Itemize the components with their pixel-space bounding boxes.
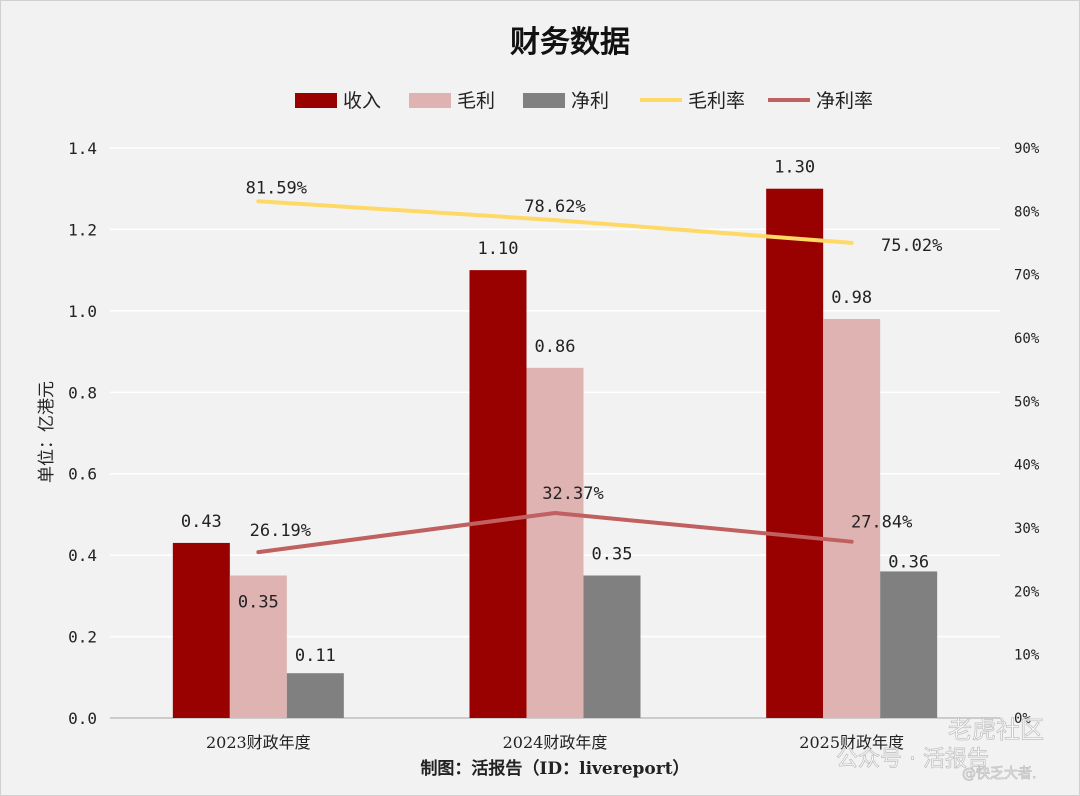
- bar-净利: [286, 673, 344, 718]
- legend: 收入 毛利 净利 毛利率 净利率: [295, 90, 873, 112]
- bar-毛利: [526, 367, 584, 718]
- watermark-line2: 公众号 · 活报告: [836, 747, 989, 772]
- legend-item: 毛利率: [640, 90, 745, 112]
- line-data-label: 81.59%: [246, 178, 307, 198]
- watermark: 老虎社区 公众号 · 活报告 @快乏大者.: [836, 716, 1045, 783]
- y-tick-label: 0.2: [68, 628, 97, 647]
- y2-tick-label: 10%: [1014, 648, 1040, 664]
- legend-label: 毛利: [457, 90, 495, 112]
- bar-data-label: 1.10: [478, 239, 519, 259]
- bar-data-label: 0.35: [238, 593, 279, 613]
- legend-label: 毛利率: [688, 90, 745, 112]
- x-axis-categories: 2023财政年度 2024财政年度 2025财政年度: [206, 733, 904, 752]
- y-tick-label: 0.4: [68, 546, 97, 565]
- legend-item: 净利: [523, 90, 609, 112]
- y-axis-label: 单位：亿港元: [37, 381, 57, 483]
- bar-收入: [766, 188, 824, 718]
- y-tick-label: 0.8: [68, 383, 97, 402]
- x-category-label: 2023财政年度: [206, 733, 311, 752]
- legend-item: 收入: [295, 90, 381, 112]
- bar-收入: [469, 270, 527, 718]
- legend-label: 净利: [571, 90, 609, 112]
- bars: [172, 188, 938, 718]
- x-category-label: 2024财政年度: [503, 733, 608, 752]
- bar-净利: [880, 571, 938, 718]
- y2-tick-label: 70%: [1014, 268, 1040, 284]
- y-tick-label: 1.0: [68, 302, 97, 321]
- line-毛利率: [256, 199, 854, 245]
- legend-swatch: [295, 93, 337, 108]
- bar-data-label: 0.98: [831, 288, 872, 308]
- legend-label: 净利率: [816, 90, 873, 112]
- lines: [256, 199, 854, 555]
- credit-text: 制图：活报告（ID：livereport）: [420, 758, 689, 779]
- y2-tick-label: 50%: [1014, 394, 1040, 410]
- legend-item: 毛利: [409, 90, 495, 112]
- y2-tick-label: 20%: [1014, 584, 1040, 600]
- legend-swatch: [409, 93, 451, 108]
- y-axis-ticks: 0.0 0.2 0.4 0.6 0.8 1.0 1.2 1.4: [68, 139, 97, 728]
- bar-data-label: 0.11: [295, 646, 336, 666]
- bar-毛利: [229, 575, 287, 718]
- x-category-label: 2025财政年度: [799, 733, 904, 752]
- line-净利率: [256, 510, 854, 555]
- y2-tick-label: 40%: [1014, 458, 1040, 474]
- bar-data-label: 0.43: [181, 512, 222, 532]
- y2-tick-label: 90%: [1014, 141, 1040, 157]
- y2-tick-label: 60%: [1014, 331, 1040, 347]
- y2-axis-ticks: 0% 10% 20% 30% 40% 50% 60% 70% 80% 90%: [1014, 141, 1040, 727]
- line-data-label: 26.19%: [250, 521, 311, 541]
- line-data-label: 27.84%: [851, 513, 912, 533]
- y2-tick-label: 30%: [1014, 521, 1040, 537]
- watermark-line3: @快乏大者.: [962, 766, 1036, 782]
- y-tick-label: 0.0: [68, 709, 97, 728]
- y2-tick-label: 80%: [1014, 204, 1040, 220]
- data-labels: 0.43 1.10 1.30 0.35 0.86 0.98 0.11 0.35 0.36 81.5…: [181, 158, 943, 667]
- bar-净利: [583, 575, 641, 718]
- line-data-label: 75.02%: [881, 236, 942, 256]
- bar-收入: [172, 542, 230, 718]
- bar-data-label: 0.35: [592, 545, 633, 565]
- legend-label: 收入: [343, 90, 381, 112]
- line-data-label: 78.62%: [524, 197, 585, 217]
- chart-title: 财务数据: [510, 25, 630, 60]
- bar-data-label: 0.86: [535, 337, 576, 357]
- legend-swatch: [523, 93, 565, 108]
- y-tick-label: 1.4: [68, 139, 97, 158]
- bar-毛利: [823, 319, 881, 718]
- legend-item: 净利率: [768, 90, 873, 112]
- y2-tick-label: 0%: [1014, 711, 1031, 727]
- bar-data-label: 0.36: [888, 552, 929, 572]
- y-tick-label: 1.2: [68, 220, 97, 239]
- watermark-line1: 老虎社区: [948, 716, 1044, 744]
- bar-data-label: 1.30: [774, 158, 815, 178]
- y-tick-label: 0.6: [68, 465, 97, 484]
- line-data-label: 32.37%: [542, 484, 603, 504]
